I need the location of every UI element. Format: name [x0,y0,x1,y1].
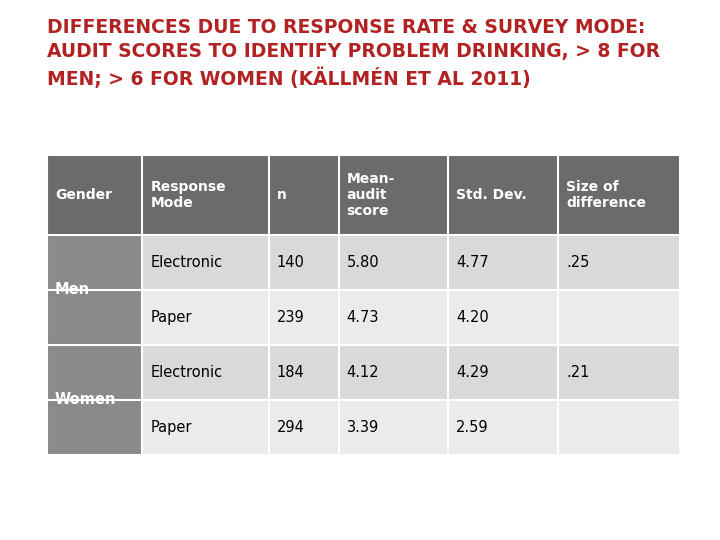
Text: Size of
difference: Size of difference [566,180,646,210]
Text: Electronic: Electronic [150,255,222,270]
Text: 239: 239 [277,310,305,325]
Text: .25: .25 [566,255,590,270]
Text: Electronic: Electronic [150,365,222,380]
Text: 3.39: 3.39 [347,420,379,435]
Text: Men: Men [55,282,90,298]
Text: Paper: Paper [150,310,192,325]
Text: Response
Mode: Response Mode [150,180,226,210]
Text: n: n [277,188,287,202]
Text: 184: 184 [277,365,305,380]
Text: DIFFERENCES DUE TO RESPONSE RATE & SURVEY MODE:
AUDIT SCORES TO IDENTIFY PROBLEM: DIFFERENCES DUE TO RESPONSE RATE & SURVE… [47,18,660,89]
Text: 4.12: 4.12 [347,365,379,380]
Text: 4.29: 4.29 [456,365,489,380]
Text: 4.73: 4.73 [347,310,379,325]
Text: 140: 140 [277,255,305,270]
Text: Gender: Gender [55,188,112,202]
Text: Paper: Paper [150,420,192,435]
Text: Std. Dev.: Std. Dev. [456,188,527,202]
Text: 2.59: 2.59 [456,420,489,435]
Text: 4.77: 4.77 [456,255,489,270]
Text: .21: .21 [566,365,590,380]
Text: Mean-
audit
score: Mean- audit score [347,172,395,218]
Text: 294: 294 [277,420,305,435]
Text: 5.80: 5.80 [347,255,379,270]
Text: 4.20: 4.20 [456,310,489,325]
Text: Women: Women [55,393,117,408]
